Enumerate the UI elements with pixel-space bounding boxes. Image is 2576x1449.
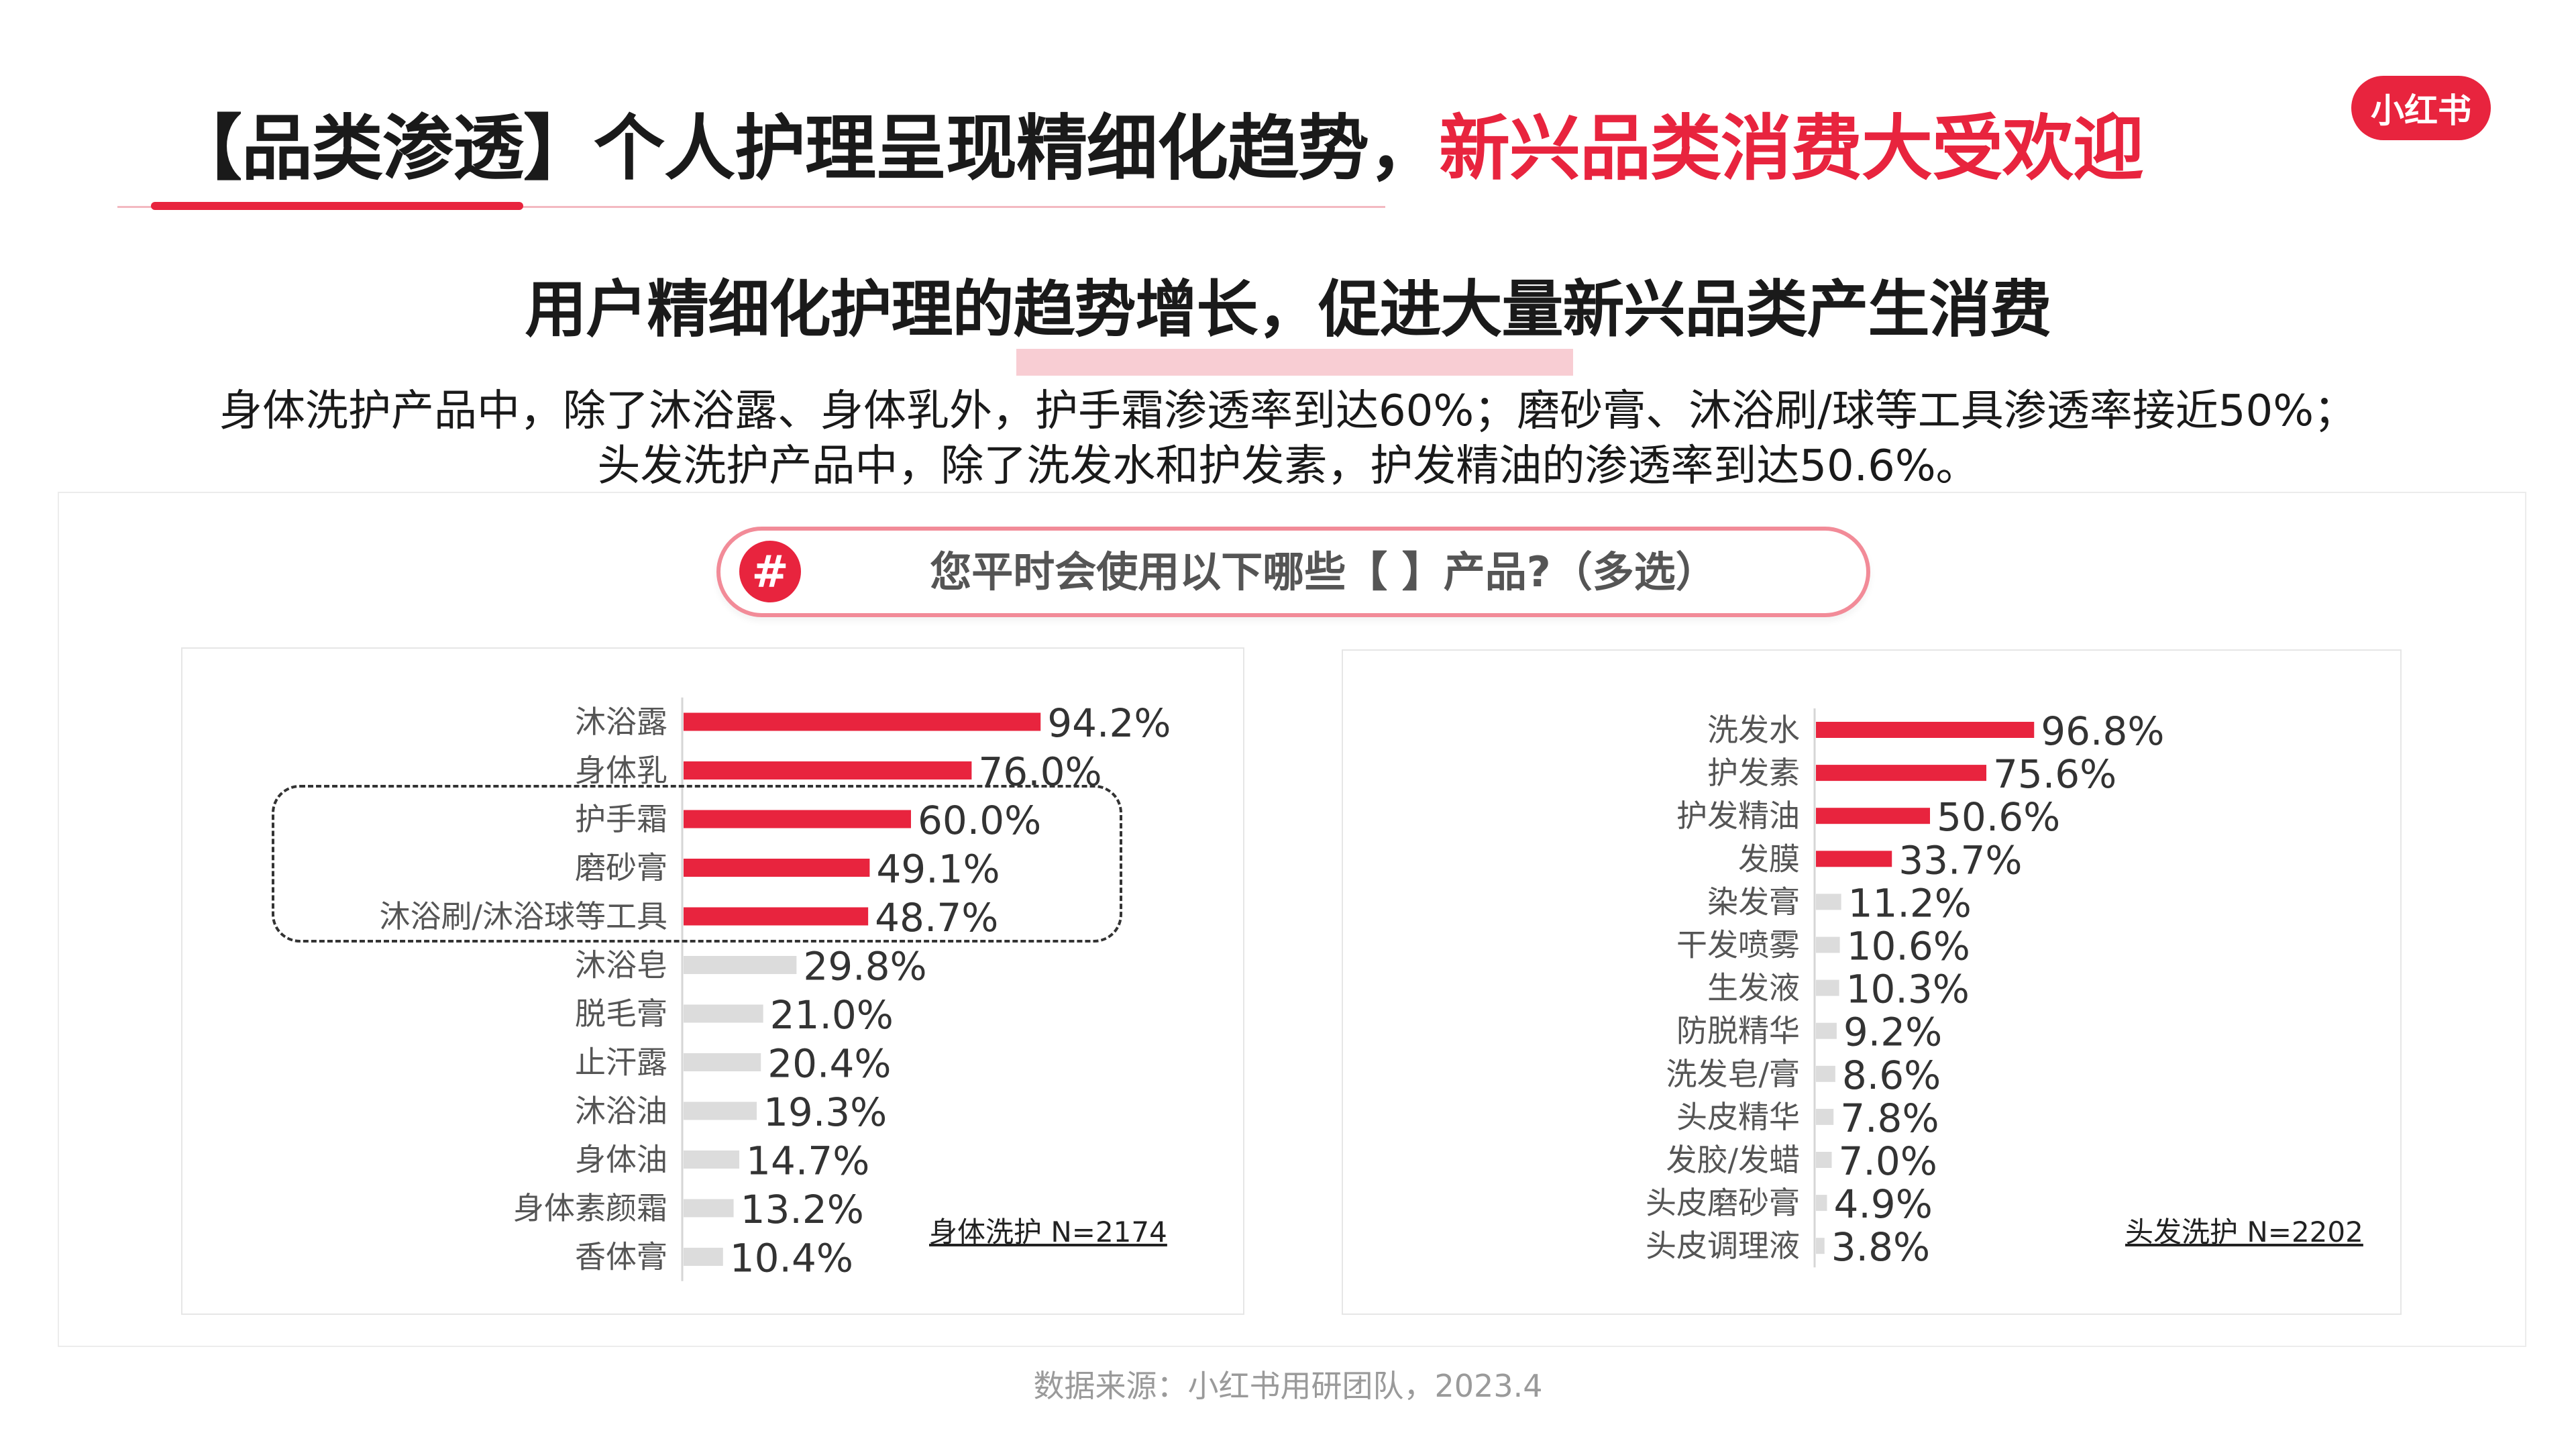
value-label: 60.0% <box>918 798 1041 843</box>
category-label: 生发液 <box>1707 970 1800 1006</box>
category-label: 沐浴刷/沐浴球等工具 <box>380 898 668 934</box>
title-underline-accent <box>151 202 523 210</box>
category-label: 脱毛膏 <box>575 996 667 1032</box>
category-label: 身体乳 <box>575 753 667 789</box>
value-label: 50.6% <box>1937 794 2060 840</box>
value-label: 7.8% <box>1840 1095 1939 1141</box>
value-label: 9.2% <box>1843 1010 1942 1055</box>
value-label: 14.7% <box>746 1138 869 1184</box>
highlight-dashed-box <box>272 785 1122 943</box>
question-banner: # 您平时会使用以下哪些【 】产品?（多选） <box>716 527 1870 617</box>
page-title-main: 【品类渗透】个人护理呈现精细化趋势， <box>171 107 1440 190</box>
title-underline <box>117 206 1385 208</box>
bar <box>1816 1108 1834 1125</box>
hashtag-icon: # <box>739 541 801 602</box>
category-label: 磨砂膏 <box>575 850 667 886</box>
category-label: 染发膏 <box>1707 883 1800 920</box>
value-label: 19.3% <box>763 1089 887 1135</box>
hair-care-sample-note: 头发洗护 N=2202 <box>2125 1216 2363 1248</box>
value-label: 96.8% <box>2041 708 2164 754</box>
bar <box>1816 1195 1827 1212</box>
value-label: 13.2% <box>741 1187 864 1232</box>
category-label: 护发精油 <box>1676 798 1800 834</box>
description: 身体洗护产品中，除了沐浴露、身体乳外，护手霜渗透率到达60%；磨砂膏、沐浴刷/球… <box>0 384 2576 494</box>
bar <box>1816 894 1841 910</box>
category-label: 护手霜 <box>575 801 667 837</box>
value-label: 8.6% <box>1842 1053 1941 1098</box>
category-label: 头皮磨砂膏 <box>1646 1185 1800 1221</box>
category-label: 沐浴油 <box>575 1093 667 1129</box>
bar <box>1816 1238 1825 1254</box>
value-label: 29.8% <box>803 944 926 989</box>
bar <box>684 907 869 926</box>
value-label: 11.2% <box>1848 880 1972 926</box>
value-label: 7.0% <box>1839 1138 1937 1184</box>
value-label: 33.7% <box>1898 837 2022 883</box>
page-title-accent: 新兴品类消费大受欢迎 <box>1439 107 2144 190</box>
question-text: 您平时会使用以下哪些【 】产品?（多选） <box>930 547 1717 596</box>
category-label: 香体膏 <box>575 1239 667 1275</box>
value-label: 49.1% <box>876 847 1000 892</box>
body-care-sample-note: 身体洗护 N=2174 <box>929 1216 1167 1248</box>
category-label: 干发喷雾 <box>1676 927 1800 963</box>
category-label: 护发素 <box>1707 755 1800 791</box>
subtitle-highlight-bar <box>1016 349 1573 376</box>
data-source: 数据来源：小红书用研团队，2023.4 <box>1033 1368 1543 1404</box>
bar <box>1816 979 1839 996</box>
category-label: 身体油 <box>575 1142 667 1178</box>
xiaohongshu-logo: 小红书 <box>2351 76 2491 140</box>
bar <box>684 956 797 974</box>
value-label: 10.4% <box>730 1236 853 1281</box>
category-label: 防脱精华 <box>1676 1013 1800 1049</box>
value-label: 4.9% <box>1833 1181 1932 1227</box>
category-label: 洗发水 <box>1707 712 1800 748</box>
bar <box>1816 936 1840 953</box>
bar <box>1816 1065 1835 1082</box>
bar <box>1816 765 1987 782</box>
category-label: 发膜 <box>1738 841 1800 877</box>
bar <box>684 1199 734 1218</box>
category-label: 头皮调理液 <box>1646 1228 1800 1264</box>
bar <box>1816 808 1931 824</box>
category-label: 发胶/发蜡 <box>1666 1142 1801 1178</box>
bar <box>1816 722 2035 738</box>
value-label: 48.7% <box>875 895 998 941</box>
bar <box>684 1248 723 1266</box>
hair-care-chart-panel: 洗发水 96.8% 护发素 75.6% 护发精油 50.6% 发膜 33.7% 染发膏 11.2%… <box>1342 649 2402 1315</box>
bar <box>1816 851 1892 867</box>
category-label: 止汗露 <box>575 1044 667 1081</box>
page-title: 【品类渗透】个人护理呈现精细化趋势，新兴品类消费大受欢迎 <box>171 91 2144 194</box>
bar <box>684 1004 763 1023</box>
bar <box>684 1053 761 1071</box>
hair-care-bar-chart: 洗发水 96.8% 护发素 75.6% 护发精油 50.6% 发膜 33.7% 染发膏 11.2%… <box>1646 708 2165 1270</box>
category-label: 身体素颜霜 <box>513 1190 667 1226</box>
value-label: 10.3% <box>1846 967 1970 1012</box>
bar <box>1816 1152 1832 1168</box>
bar <box>684 1102 757 1120</box>
bar <box>684 712 1041 731</box>
value-label: 3.8% <box>1831 1224 1930 1270</box>
value-label: 21.0% <box>770 992 894 1038</box>
description-line-1: 身体洗护产品中，除了沐浴露、身体乳外，护手霜渗透率到达60%；磨砂膏、沐浴刷/球… <box>219 386 2357 436</box>
bar <box>684 761 972 780</box>
bar <box>684 859 870 877</box>
bar <box>1816 1022 1837 1039</box>
category-label: 沐浴皂 <box>575 947 667 983</box>
category-label: 沐浴露 <box>575 704 667 740</box>
bar <box>684 810 911 828</box>
value-label: 20.4% <box>767 1041 891 1087</box>
value-label: 94.2% <box>1047 700 1171 746</box>
value-label: 75.6% <box>1993 751 2116 797</box>
content-panel <box>58 492 2526 1347</box>
subtitle: 用户精细化护理的趋势增长，促进大量新兴品类产生消费 <box>525 274 2051 345</box>
value-label: 10.6% <box>1847 924 1970 969</box>
category-label: 头皮精华 <box>1676 1099 1800 1135</box>
bar <box>684 1150 740 1169</box>
description-line-2: 头发洗护产品中，除了洗发水和护发素，护发精油的渗透率到达50.6%。 <box>597 441 1979 491</box>
category-label: 洗发皂/膏 <box>1666 1056 1801 1092</box>
